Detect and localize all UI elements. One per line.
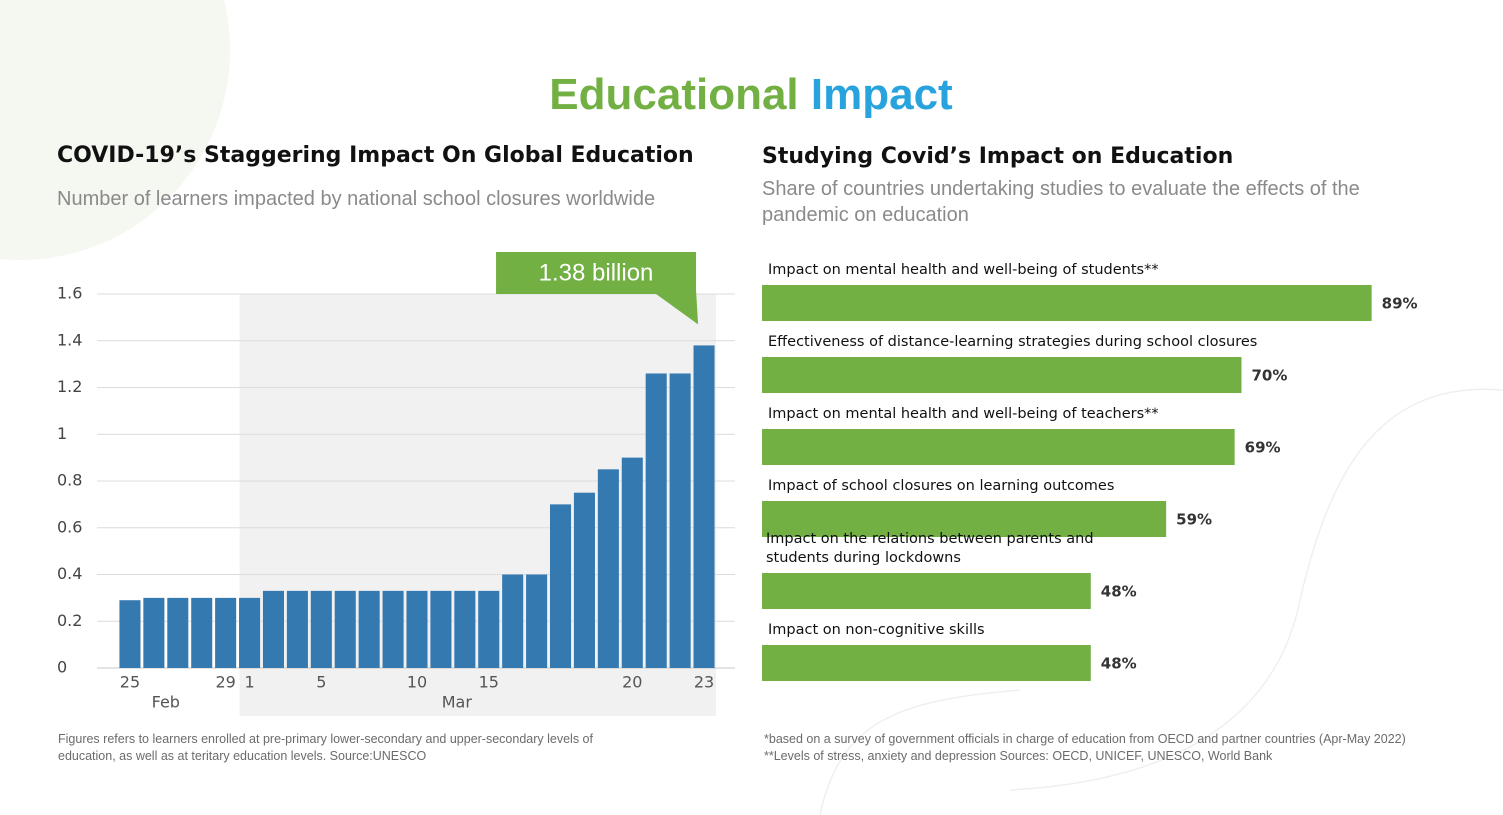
category-label: Impact on mental health and well-being o…: [768, 406, 1159, 422]
bar: [215, 597, 237, 668]
bar: [239, 597, 261, 668]
x-tick-label: 10: [407, 673, 427, 692]
bar: [502, 574, 524, 668]
bar: [762, 501, 1167, 537]
bar: [645, 373, 667, 668]
y-tick-label: 0.4: [57, 564, 82, 583]
bar: [382, 590, 404, 668]
chart-subtitle: Share of countries undertaking studies t…: [762, 178, 1360, 226]
bar: [762, 429, 1235, 465]
bar: [762, 357, 1242, 393]
bar: [191, 597, 213, 668]
bar: [762, 645, 1091, 681]
chart-subtitle: Number of learners impacted by national …: [57, 188, 656, 210]
bar: [573, 492, 595, 668]
bar: [478, 590, 500, 668]
value-label: 48%: [1101, 583, 1137, 601]
bar: [119, 600, 141, 668]
x-tick-label: 5: [316, 673, 326, 692]
y-tick-label: 1.4: [57, 330, 82, 349]
bar: [549, 504, 572, 668]
category-label: Impact of school closures on learning ou…: [768, 478, 1115, 494]
bar: [597, 469, 619, 668]
x-tick-label: 23: [694, 673, 714, 692]
background-shape: [0, 0, 230, 260]
bar: [454, 590, 476, 668]
bar: [334, 590, 356, 668]
title-part: Impact: [811, 70, 953, 119]
background-curve: [1009, 388, 1503, 791]
x-tick-label: 25: [120, 673, 140, 692]
footnote: *based on a survey of government officia…: [764, 732, 1406, 763]
bar: [526, 574, 548, 668]
y-tick-label: 1.2: [57, 377, 82, 396]
category-label: Impact on mental health and well-being o…: [768, 262, 1159, 278]
footnote: Figures refers to learners enrolled at p…: [58, 732, 593, 763]
bar: [430, 590, 452, 668]
bar: [693, 345, 715, 668]
background-curve: [819, 689, 1021, 815]
category-label: Impact on non-cognitive skills: [768, 622, 985, 638]
x-tick-label: 1: [244, 673, 254, 692]
bar: [762, 573, 1091, 609]
bar: [669, 373, 691, 668]
page-title: Educational Impact: [549, 70, 953, 119]
group-label: Feb: [152, 693, 180, 712]
y-tick-label: 0.2: [57, 611, 82, 630]
value-label: 48%: [1101, 655, 1137, 673]
chart-title: COVID-19’s Staggering Impact On Global E…: [57, 143, 694, 168]
y-tick-label: 0.6: [57, 517, 82, 536]
bar: [143, 597, 165, 668]
category-label: Impact on the relations between parents …: [766, 531, 1094, 566]
bar: [621, 457, 643, 668]
bar: [310, 590, 332, 668]
callout-box: [496, 252, 699, 325]
value-label: 59%: [1176, 511, 1212, 529]
value-label: 70%: [1252, 367, 1288, 385]
callout-text: 1.38 billion: [539, 259, 654, 286]
value-label: 89%: [1382, 295, 1418, 313]
x-tick-label: 20: [622, 673, 642, 692]
bar: [358, 590, 380, 668]
bar: [286, 590, 308, 668]
category-label: Effectiveness of distance-learning strat…: [768, 334, 1258, 350]
chart-title: Studying Covid’s Impact on Education: [762, 144, 1233, 169]
x-tick-label: 29: [215, 673, 235, 692]
value-label: 69%: [1245, 439, 1281, 457]
bar: [262, 590, 285, 668]
y-tick-label: 1.6: [57, 284, 82, 303]
y-tick-label: 0.8: [57, 471, 82, 490]
bar: [167, 597, 189, 668]
y-tick-label: 0: [57, 658, 67, 677]
y-tick-label: 1: [57, 424, 67, 443]
bar: [406, 590, 428, 668]
title-part: Educational: [549, 70, 798, 119]
x-tick-label: 15: [479, 673, 499, 692]
group-label: Mar: [442, 693, 473, 712]
bar: [762, 285, 1372, 321]
